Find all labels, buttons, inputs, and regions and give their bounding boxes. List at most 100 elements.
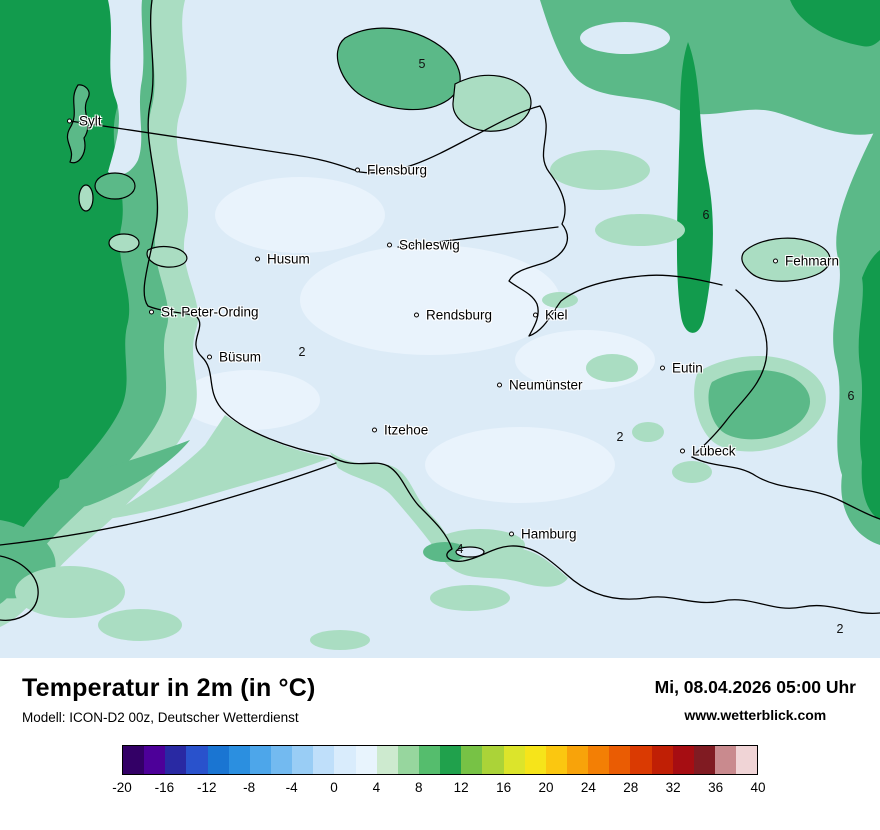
- elbe-river-south-bank: [0, 462, 337, 546]
- city-label: Sylt: [79, 113, 102, 129]
- colorbar-segment: [440, 746, 462, 774]
- city-dot-icon: [355, 167, 360, 173]
- elbe-estuary: [0, 415, 330, 641]
- colorbar-ticks: -20 -16 -12 -8 -4 0 4 8 12 16 20 24 28 32 36 40: [112, 780, 765, 798]
- colorbar-tick-label: 32: [665, 780, 681, 795]
- colorbar: [122, 745, 758, 775]
- city-marker-l-beck: Lübeck: [680, 444, 736, 459]
- colorbar-tick-label: 28: [623, 780, 639, 795]
- city-label: Neumünster: [509, 377, 583, 393]
- island-foehr: [94, 172, 136, 200]
- colorbar-segment: [651, 746, 673, 774]
- colorbar-segment: [207, 746, 229, 774]
- colorbar-segment: [588, 746, 610, 774]
- colorbar-tick-label: 20: [538, 780, 554, 795]
- map-area: Sylt Flensburg Schleswig Husum Fehmarn St. Pe…: [0, 0, 880, 658]
- city-dot-icon: [255, 256, 260, 262]
- hamburg-elbe-patch: [423, 542, 467, 562]
- luebeck-bay: [694, 355, 826, 452]
- city-dot-icon: [773, 258, 778, 264]
- colorbar-tick-label: -8: [243, 780, 256, 795]
- colorbar-segment: [672, 746, 694, 774]
- map-overlay: Sylt Flensburg Schleswig Husum Fehmarn St. Pe…: [67, 57, 854, 636]
- island-pellworm: [108, 233, 140, 253]
- island-nordstrand: [146, 245, 188, 268]
- city-marker-fehmarn: Fehmarn: [773, 254, 839, 269]
- colorbar-segment: [376, 746, 398, 774]
- colorbar-legend: -20 -16 -12 -8 -4 0 4 8 12 16 20 24 28 32 36 40: [112, 745, 766, 798]
- city-label: Schleswig: [399, 237, 460, 253]
- colorbar-tick-label: 16: [496, 780, 512, 795]
- colorbar-tick-label: -16: [154, 780, 175, 795]
- cold-patches: [180, 177, 655, 503]
- city-marker-hamburg: Hamburg: [509, 527, 577, 542]
- colorbar-segment: [123, 746, 145, 774]
- city-dot-icon: [497, 382, 502, 388]
- colorbar-tick-label: 40: [750, 780, 766, 795]
- colorbar-segment: [503, 746, 525, 774]
- colorbar-segment: [482, 746, 504, 774]
- city-dot-icon: [67, 118, 72, 124]
- city-marker-husum: Husum: [255, 252, 310, 267]
- colorbar-segment: [228, 746, 250, 774]
- colorbar-segment: [292, 746, 314, 774]
- city-marker-sylt: Sylt: [67, 114, 102, 129]
- city-dot-icon: [207, 354, 212, 360]
- temperature-value-label: 2: [836, 622, 844, 636]
- footer-left: Temperatur in 2m (in °C) Modell: ICON-D2…: [22, 674, 316, 725]
- east-coast: [508, 105, 723, 337]
- city-label: Husum: [267, 251, 310, 267]
- colorbar-segment: [693, 746, 715, 774]
- colorbar-segment: [736, 746, 758, 774]
- city-label: Rendsburg: [426, 307, 493, 323]
- wadden-channel: [108, 0, 144, 176]
- island-amrum: [78, 184, 94, 212]
- colorbar-segment: [144, 746, 166, 774]
- west-coast: [143, 0, 331, 457]
- website-label: www.wetterblick.com: [684, 707, 827, 723]
- forecast-datetime: Mi, 08.04.2026 05:00 Uhr: [654, 677, 856, 697]
- colorbar-tick-label: 12: [453, 780, 469, 795]
- city-dot-icon: [680, 448, 685, 454]
- schlei-inlet: [397, 226, 559, 248]
- city-marker-st-peter-ording: St. Peter-Ording: [149, 305, 259, 320]
- colorbar-segment: [418, 746, 441, 774]
- island-als: [336, 27, 461, 111]
- elbe-island: [455, 546, 485, 558]
- temperature-value-label: 6: [702, 208, 710, 222]
- city-marker-itzehoe: Itzehoe: [372, 423, 428, 438]
- city-label: Eutin: [672, 360, 703, 376]
- city-marker-b-sum: Büsum: [207, 350, 261, 365]
- colorbar-segment: [714, 746, 737, 774]
- city-marker-neum-nster: Neumünster: [497, 378, 583, 393]
- colorbar-segment: [566, 746, 589, 774]
- model-info: Modell: ICON-D2 00z, Deutscher Wetterdie…: [22, 710, 299, 725]
- colorbar-tick-label: -4: [285, 780, 298, 795]
- colorbar-segment: [524, 746, 546, 774]
- colorbar-tick-label: -12: [197, 780, 217, 795]
- colorbar-tick-label: 36: [708, 780, 724, 795]
- city-dot-icon: [414, 312, 419, 318]
- city-label: Hamburg: [521, 526, 577, 542]
- colorbar-segment: [186, 746, 208, 774]
- city-dot-icon: [372, 427, 377, 433]
- city-dot-icon: [533, 312, 538, 318]
- colorbar-tick-label: 8: [415, 780, 423, 795]
- city-label: Kiel: [545, 307, 568, 323]
- eastern-border: [691, 456, 880, 520]
- colorbar-segment: [397, 746, 419, 774]
- city-dot-icon: [387, 242, 392, 248]
- colorbar-segment: [545, 746, 567, 774]
- colorbar-segment: [313, 746, 335, 774]
- page-title: Temperatur in 2m (in °C): [22, 674, 316, 702]
- city-marker-eutin: Eutin: [660, 361, 703, 376]
- city-dot-icon: [509, 531, 514, 537]
- city-dot-icon: [660, 365, 665, 371]
- island-sylt: [66, 84, 90, 164]
- city-label: St. Peter-Ording: [161, 304, 259, 320]
- city-label: Büsum: [219, 349, 262, 365]
- city-dot-icon: [149, 309, 154, 315]
- colorbar-segment: [609, 746, 631, 774]
- temperature-value-label: 2: [616, 430, 624, 444]
